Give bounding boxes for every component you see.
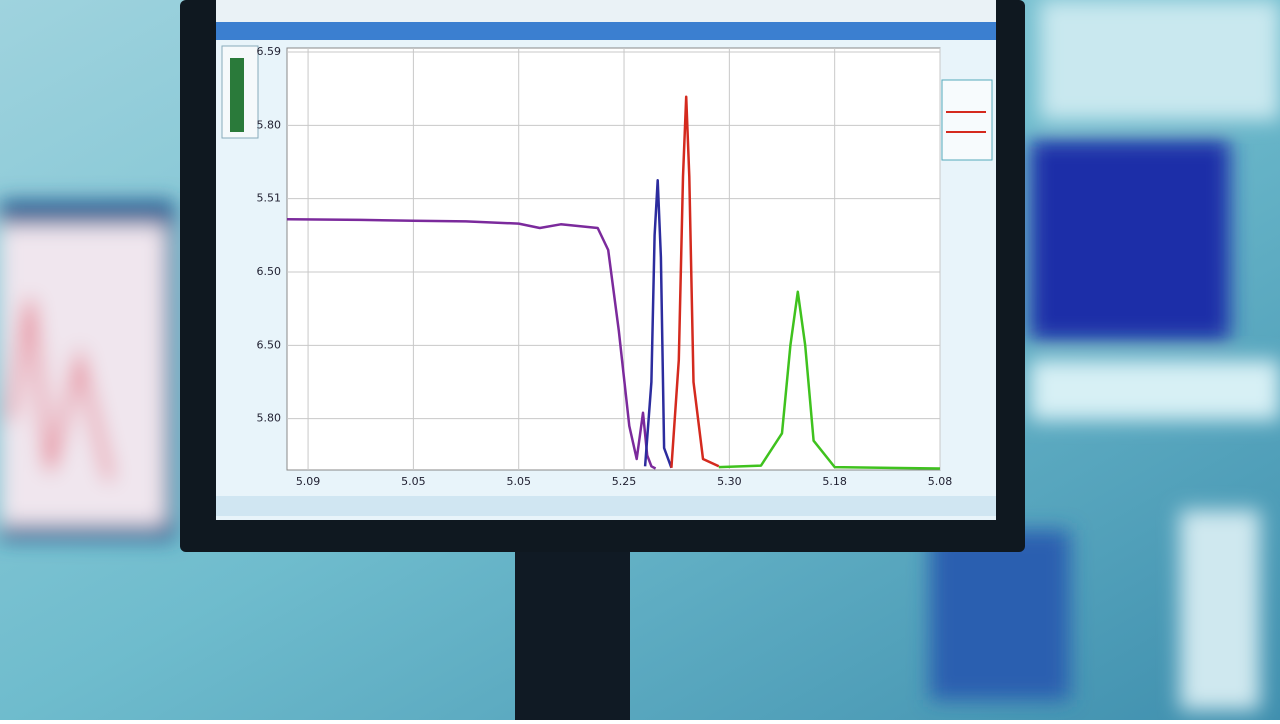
plot-area <box>286 47 941 471</box>
series-line <box>643 179 673 469</box>
series-line <box>670 95 720 468</box>
y-tick-label: 5.80 <box>257 412 282 425</box>
y-tick-label: 5.80 <box>257 118 282 131</box>
chart: 5.09 5.05 5.05 5.25 5.30 5.18 5.08 5.80 6.50 6.50… <box>257 45 953 488</box>
color-scale-bar <box>230 58 244 132</box>
menu-bar <box>216 0 996 22</box>
y-tick-label: 6.50 <box>257 265 282 278</box>
x-tick-label: 5.05 <box>506 475 531 488</box>
y-tick-label: 5.51 <box>257 192 282 205</box>
x-tick-label: 5.30 <box>717 475 742 488</box>
series-line <box>718 290 941 470</box>
y-tick-label: 6.59 <box>257 45 282 58</box>
series-line <box>286 217 657 470</box>
x-tick-label: 5.18 <box>822 475 847 488</box>
x-tick-label: 5.25 <box>612 475 637 488</box>
x-tick-label: 5.08 <box>928 475 953 488</box>
legend-panel <box>941 79 993 161</box>
monitor-stand <box>515 545 630 720</box>
y-tick-label: 6.50 <box>257 338 282 351</box>
x-tick-label: 5.05 <box>401 475 426 488</box>
toolbar <box>216 22 996 40</box>
x-tick-label: 5.09 <box>296 475 321 488</box>
status-bar <box>216 496 996 516</box>
